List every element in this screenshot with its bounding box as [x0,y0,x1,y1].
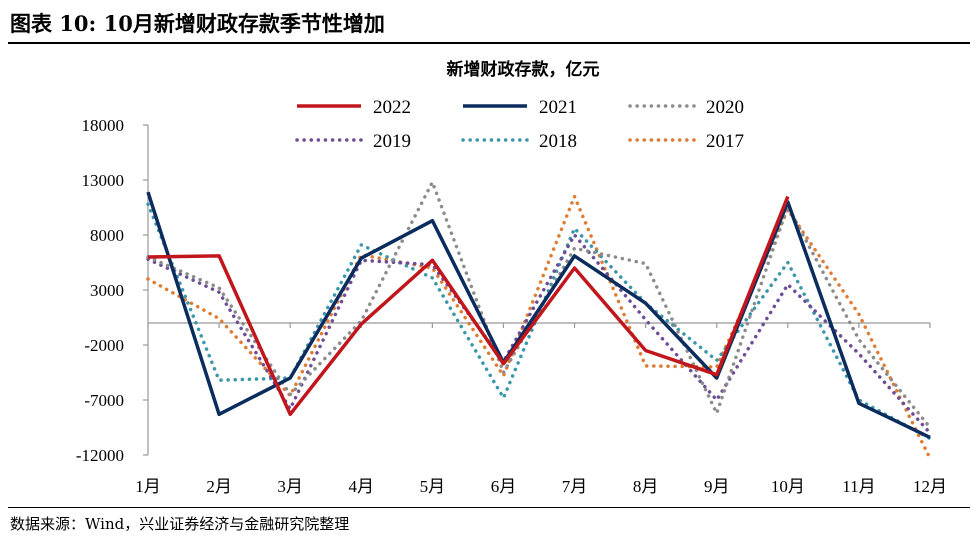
title-rule [8,42,970,44]
series-layer [146,180,932,461]
legend-label: 2017 [706,131,744,152]
x-tick-label: 2月 [206,477,232,496]
x-tick-label: 1月 [135,477,161,496]
legend-item-2018: 2018 [461,131,577,152]
figure-title: 图表 10: 10月新增财政存款季节性增加 [10,11,385,36]
chart-axes: 18000 13000 8000 3000 -2000 -7000 -12000 1月 2月 3月… [76,116,947,496]
legend-item-2021: 2021 [463,97,577,118]
y-tick-label: -12000 [76,446,124,465]
series-line-2018 [146,202,932,441]
chart-legend: 2022 2021 2020 2019 2018 2017 [295,97,744,152]
y-tick-label: -2000 [84,336,124,355]
x-tick-label: 11月 [842,477,875,496]
x-tick-label: 8月 [633,477,659,496]
legend-label: 2018 [539,131,577,152]
x-tick-label: 12月 [913,477,947,496]
legend-label: 2020 [706,97,744,118]
legend-label: 2022 [373,97,411,118]
y-tick-label: 18000 [82,116,125,135]
x-tick-label: 4月 [349,477,375,496]
legend-label: 2019 [373,131,411,152]
x-tick-label: 9月 [704,477,730,496]
series-line-2017 [146,194,932,461]
y-tick-label: -7000 [84,391,124,410]
legend-item-2020: 2020 [628,97,744,118]
x-tick-label: 10月 [771,477,805,496]
x-tick-label: 7月 [562,477,588,496]
y-tick-label: 3000 [90,281,124,300]
source-rule [8,507,970,508]
series-line-2019 [146,233,932,435]
y-tick-label: 8000 [90,226,124,245]
legend-label: 2021 [539,97,577,118]
series-line-2022 [147,195,790,417]
legend-item-2017: 2017 [628,131,744,152]
x-tick-label: 5月 [420,477,446,496]
x-tick-label: 3月 [277,477,303,496]
legend-item-2019: 2019 [295,131,411,152]
x-tick-label: 6月 [491,477,517,496]
y-tick-label: 13000 [82,171,125,190]
source-note: 数据来源：Wind，兴业证券经济与金融研究院整理 [10,515,350,533]
chart-title: 新增财政存款，亿元 [447,59,600,80]
legend-item-2022: 2022 [297,97,411,118]
